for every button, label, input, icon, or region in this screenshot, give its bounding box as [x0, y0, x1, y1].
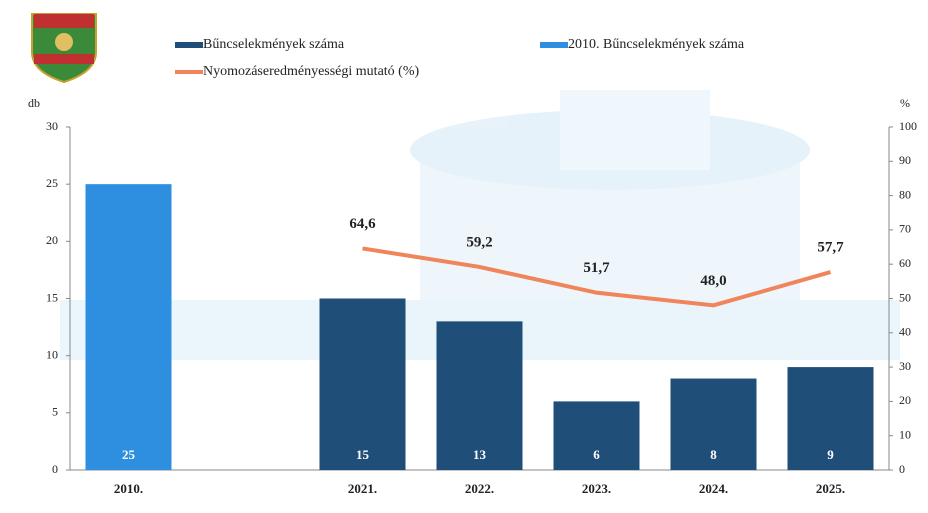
y2-tick-label: 20 [899, 393, 911, 407]
legend-swatch [540, 42, 568, 48]
y-tick-label: 15 [46, 290, 58, 304]
y2-tick-label: 80 [899, 187, 911, 201]
x-tick-label: 2021. [348, 481, 377, 496]
legend-label: 2010. Bűncselekmények száma [568, 37, 745, 52]
line-value-label: 64,6 [349, 216, 376, 232]
line-value-label: 51,7 [583, 260, 610, 276]
chart: db % 0 5 10 15 20 25 30 0 10 20 30 40 50 60 70 80 90 100 2… [0, 0, 928, 513]
bar-value-label: 15 [356, 447, 370, 462]
y2-tick-label: 90 [899, 153, 911, 167]
y2-tick-label: 10 [899, 427, 911, 441]
x-tick-label: 2023. [582, 481, 611, 496]
y-tick-label: 25 [46, 176, 58, 190]
bar-value-label: 25 [122, 447, 136, 462]
y-tick-label: 20 [46, 233, 58, 247]
legend-swatch [175, 42, 203, 48]
y2-tick-label: 70 [899, 222, 911, 236]
y2-tick-label: 0 [899, 462, 905, 476]
legend-label: Nyomozáseredményességi mutató (%) [203, 64, 419, 79]
x-tick-label: 2025. [816, 481, 845, 496]
bar-value-label: 6 [593, 447, 600, 462]
y-tick-label: 5 [52, 405, 58, 419]
bar-value-label: 13 [473, 447, 487, 462]
bar [86, 184, 172, 470]
y-tick-label: 10 [46, 347, 58, 361]
y2-tick-label: 100 [899, 119, 917, 133]
background-building [60, 90, 900, 360]
y2-axis-label: % [900, 96, 910, 110]
line-value-label: 48,0 [700, 273, 726, 289]
legend-label: Bűncselekmények száma [203, 37, 345, 52]
bar [320, 299, 406, 471]
y2-tick-label: 40 [899, 325, 911, 339]
x-tick-label: 2022. [465, 481, 494, 496]
y2-tick-label: 30 [899, 359, 911, 373]
y-tick-label: 0 [52, 462, 58, 476]
bar-value-label: 8 [710, 447, 717, 462]
logo [32, 14, 96, 82]
y-tick-label: 30 [46, 119, 58, 133]
y-axis-label: db [28, 96, 40, 110]
y2-tick-label: 60 [899, 256, 911, 270]
bar-value-label: 9 [827, 447, 834, 462]
line-value-label: 59,2 [466, 234, 492, 250]
line-value-label: 57,7 [817, 240, 844, 256]
x-tick-label: 2010. [114, 481, 143, 496]
y2-tick-label: 50 [899, 290, 911, 304]
x-tick-label: 2024. [699, 481, 728, 496]
